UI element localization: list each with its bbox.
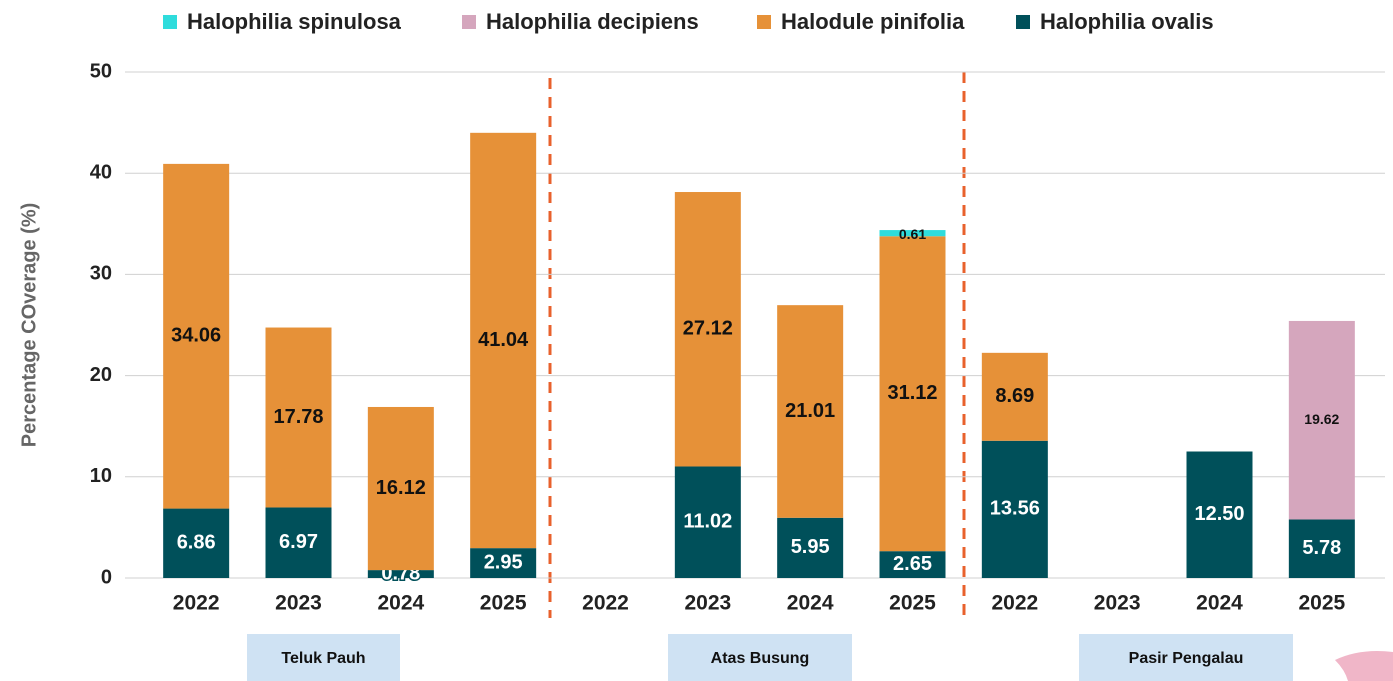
bar-segment xyxy=(367,406,434,571)
legend-label: Halophilia ovalis xyxy=(1040,9,1214,34)
x-tick-label: 2025 xyxy=(1298,592,1345,615)
x-tick-label: 2025 xyxy=(889,592,936,615)
value-label: 0.61 xyxy=(899,226,926,242)
value-label: 41.04 xyxy=(478,329,529,351)
x-tick-label: 2025 xyxy=(480,592,527,615)
bar-segment xyxy=(265,507,332,578)
x-tick-label: 2024 xyxy=(1196,592,1243,615)
y-tick-label: 40 xyxy=(90,161,112,183)
value-label: 19.62 xyxy=(1304,411,1339,427)
legend-swatch xyxy=(163,15,177,29)
bar-segment xyxy=(879,551,946,578)
legend-swatch xyxy=(757,15,771,29)
bar-segment xyxy=(981,352,1048,441)
value-label: 21.01 xyxy=(785,400,835,422)
value-label: 17.78 xyxy=(273,406,323,428)
x-tick-label: 2023 xyxy=(1094,592,1141,615)
value-label: 13.56 xyxy=(990,498,1040,520)
legend-label: Halophilia decipiens xyxy=(486,9,699,34)
x-tick-label: 2022 xyxy=(173,592,220,615)
value-label: 6.86 xyxy=(177,532,216,554)
bar-segment xyxy=(470,132,537,549)
value-label: 16.12 xyxy=(376,477,426,499)
group-box xyxy=(668,634,852,681)
bar-segment xyxy=(879,230,946,237)
x-tick-label: 2024 xyxy=(787,592,834,615)
bar-segment xyxy=(470,548,537,578)
x-tick-label: 2022 xyxy=(582,592,629,615)
bar-segment xyxy=(777,517,844,578)
legend-label: Halodule pinifolia xyxy=(781,9,965,34)
group-box xyxy=(1079,634,1293,681)
bar-segment xyxy=(674,192,741,467)
x-tick-label: 2024 xyxy=(377,592,424,615)
bar-segment xyxy=(163,508,230,578)
value-label: 2.65 xyxy=(893,553,932,575)
group-box xyxy=(247,634,400,681)
x-tick-label: 2023 xyxy=(684,592,731,615)
y-tick-label: 10 xyxy=(90,465,112,487)
bar-segment xyxy=(1288,519,1355,578)
group-label: Atas Busung xyxy=(711,650,810,667)
bar-segment xyxy=(879,236,946,552)
legend-swatch xyxy=(1016,15,1030,29)
decoration xyxy=(1335,651,1393,681)
bar-segment xyxy=(163,163,230,509)
value-label: 34.06 xyxy=(171,325,221,347)
y-tick-label: 50 xyxy=(90,60,112,82)
bar-segment xyxy=(1186,451,1253,578)
bar-segment xyxy=(981,440,1048,578)
value-label: 5.78 xyxy=(1302,537,1341,559)
bar-segment xyxy=(265,327,332,508)
value-label: 31.12 xyxy=(887,382,937,404)
bar-segment xyxy=(674,466,741,578)
bar-segment xyxy=(1288,320,1355,520)
value-label: 11.02 xyxy=(683,511,732,533)
legend-swatch xyxy=(462,15,476,29)
value-label: 12.50 xyxy=(1194,503,1244,525)
y-tick-label: 30 xyxy=(90,263,112,285)
bar-segment xyxy=(367,570,434,578)
group-label: Pasir Pengalau xyxy=(1129,650,1244,667)
legend-label: Halophilia spinulosa xyxy=(187,9,402,34)
value-label: 2.95 xyxy=(484,551,523,573)
value-label: 27.12 xyxy=(683,318,733,340)
value-label: 8.69 xyxy=(995,385,1034,407)
x-tick-label: 2022 xyxy=(991,592,1038,615)
y-axis-title: Percentage COverage (%) xyxy=(18,203,40,448)
x-tick-label: 2023 xyxy=(275,592,322,615)
group-label: Teluk Pauh xyxy=(281,650,365,667)
y-tick-label: 20 xyxy=(90,364,112,386)
value-label: 6.97 xyxy=(279,531,318,553)
y-tick-label: 0 xyxy=(101,566,112,588)
bar-segment xyxy=(777,305,844,518)
value-label: 5.95 xyxy=(791,536,830,558)
